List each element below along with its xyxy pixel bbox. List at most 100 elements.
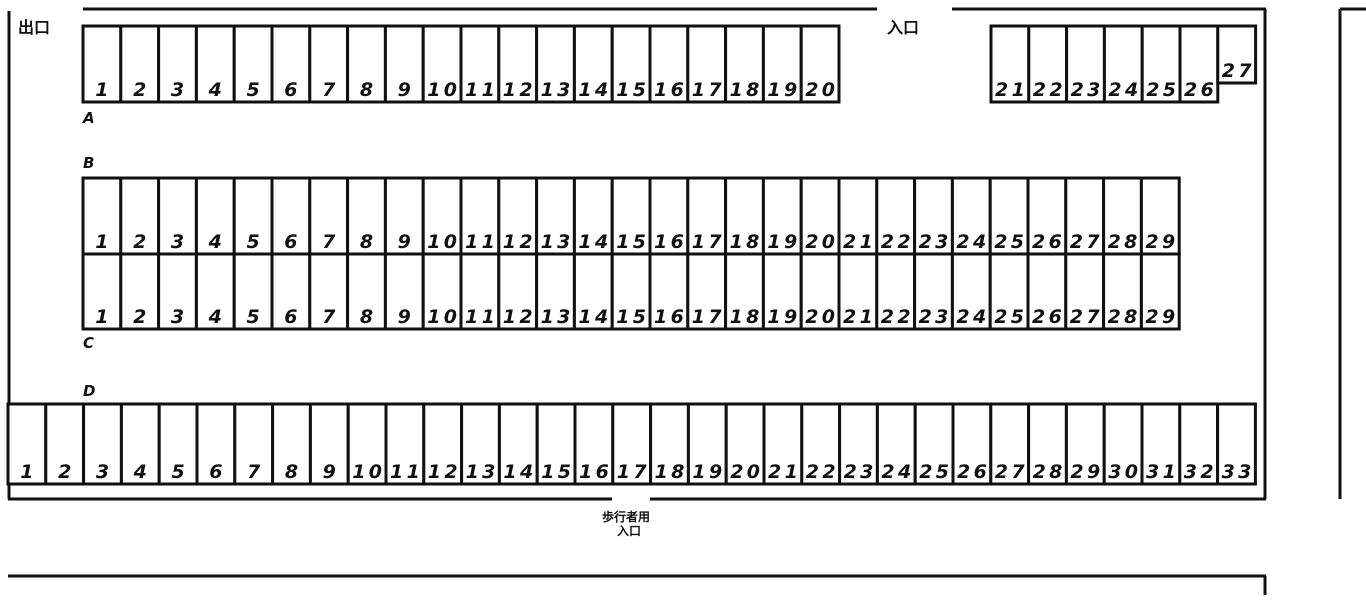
- parking-stall-b-29: 29: [1139, 176, 1181, 256]
- stall-box: [119, 24, 161, 104]
- stall-number: 8: [360, 306, 373, 328]
- stall-number: 6: [284, 79, 297, 101]
- parking-stall-b-12: 12: [497, 176, 539, 256]
- parking-stall-c-5: 5: [232, 252, 274, 331]
- stall-box: [119, 402, 161, 486]
- parking-stall-d-1: 1: [6, 402, 48, 486]
- stall-number: 9: [398, 79, 411, 101]
- stall-box: [271, 402, 312, 486]
- parking-stall-a-17: 17: [686, 24, 728, 104]
- stall-box: [573, 402, 615, 486]
- row-label-c: C: [83, 334, 94, 352]
- parking-stall-d-32: 32: [1178, 402, 1220, 486]
- parking-stall-c-21: 21: [837, 252, 879, 331]
- parking-stall-a-10: 10: [421, 24, 463, 104]
- parking-stall-a-11: 11: [459, 24, 501, 104]
- parking-stall-c-11: 11: [459, 252, 501, 331]
- parking-stall-b-7: 7: [308, 176, 350, 256]
- stall-box: [1178, 402, 1220, 486]
- parking-stall-d-11: 11: [384, 402, 426, 486]
- stall-number: 1: [95, 306, 108, 328]
- parking-stall-b-20: 20: [799, 176, 841, 256]
- stall-number: 1: [20, 461, 33, 483]
- stall-box: [81, 176, 123, 256]
- stall-box: [724, 176, 765, 256]
- parking-stall-c-29: 29: [1139, 252, 1181, 331]
- parking-stall-b-8: 8: [346, 176, 387, 256]
- stall-box: [913, 252, 954, 331]
- stall-box: [913, 402, 955, 486]
- row-label-d: D: [83, 382, 95, 400]
- parking-stall-d-3: 3: [82, 402, 123, 486]
- stall-box: [1027, 402, 1068, 486]
- stall-number: 5: [171, 461, 184, 483]
- parking-stall-b-23: 23: [913, 176, 954, 256]
- parking-stall-a-5: 5: [232, 24, 274, 104]
- parking-stall-d-19: 19: [686, 402, 728, 486]
- stall-number: 6: [209, 461, 222, 483]
- stall-box: [1026, 252, 1068, 331]
- stall-number: 3: [171, 306, 184, 328]
- parking-stall-b-5: 5: [232, 176, 274, 256]
- parking-stall-c-27: 27: [1064, 252, 1106, 331]
- parking-stall-d-21: 21: [762, 402, 804, 486]
- stall-box: [686, 402, 728, 486]
- parking-stall-c-18: 18: [724, 252, 765, 331]
- stall-number: 7: [322, 79, 336, 101]
- parking-stall-b-16: 16: [648, 176, 690, 256]
- parking-stall-d-16: 16: [573, 402, 615, 486]
- stall-number: 7: [322, 231, 336, 253]
- stall-box: [610, 252, 652, 331]
- stall-number: 2: [133, 79, 146, 101]
- parking-stall-d-27: 27: [989, 402, 1031, 486]
- parking-stall-c-7: 7: [308, 252, 350, 331]
- parking-stall-b-2: 2: [119, 176, 161, 256]
- parking-stall-b-3: 3: [157, 176, 198, 256]
- parking-stall-b-27: 27: [1064, 176, 1106, 256]
- stall-box: [837, 176, 879, 256]
- parking-stall-d-31: 31: [1140, 402, 1182, 486]
- parking-stall-d-23: 23: [838, 402, 879, 486]
- stall-number: 4: [208, 306, 222, 328]
- stall-box: [460, 402, 501, 486]
- parking-stall-d-6: 6: [195, 402, 237, 486]
- parking-stall-a-6: 6: [270, 24, 312, 104]
- stall-box: [837, 252, 879, 331]
- stall-box: [459, 252, 501, 331]
- parking-stall-c-25: 25: [988, 252, 1030, 331]
- parking-stall-a-13: 13: [535, 24, 576, 104]
- parking-stall-d-12: 12: [422, 402, 464, 486]
- stall-number: 1: [95, 231, 108, 253]
- stall-number: 6: [284, 306, 297, 328]
- stall-box: [194, 24, 236, 104]
- parking-stall-d-14: 14: [497, 402, 539, 486]
- stall-number: 8: [360, 79, 373, 101]
- parking-stall-b-13: 13: [535, 176, 576, 256]
- parking-stall-c-15: 15: [610, 252, 652, 331]
- stall-number: 7: [322, 306, 336, 328]
- stall-box: [799, 24, 841, 104]
- parking-stall-d-26: 26: [951, 402, 993, 486]
- parking-stall-d-2: 2: [44, 402, 86, 486]
- parking-stall-c-6: 6: [270, 252, 312, 331]
- parking-stall-b-15: 15: [610, 176, 652, 256]
- stall-number: 8: [285, 461, 298, 483]
- stall-number: 9: [398, 306, 411, 328]
- stall-number: 8: [360, 231, 373, 253]
- stall-box: [648, 176, 690, 256]
- parking-stall-d-24: 24: [875, 402, 917, 486]
- parking-stall-b-21: 21: [837, 176, 879, 256]
- lot-boundary: [7, 7, 1366, 595]
- parking-stall-a-22: 22: [1027, 24, 1069, 104]
- parking-stall-a-23: 23: [1065, 24, 1106, 104]
- stall-box: [497, 252, 539, 331]
- stall-box: [157, 252, 198, 331]
- parking-stall-c-10: 10: [421, 252, 463, 331]
- stall-box: [119, 252, 161, 331]
- parking-stall-c-16: 16: [648, 252, 690, 331]
- stall-box: [724, 252, 765, 331]
- stall-number: 3: [171, 231, 184, 253]
- parking-stall-a-25: 25: [1140, 24, 1182, 104]
- stall-box: [346, 24, 387, 104]
- parking-stall-a-3: 3: [157, 24, 198, 104]
